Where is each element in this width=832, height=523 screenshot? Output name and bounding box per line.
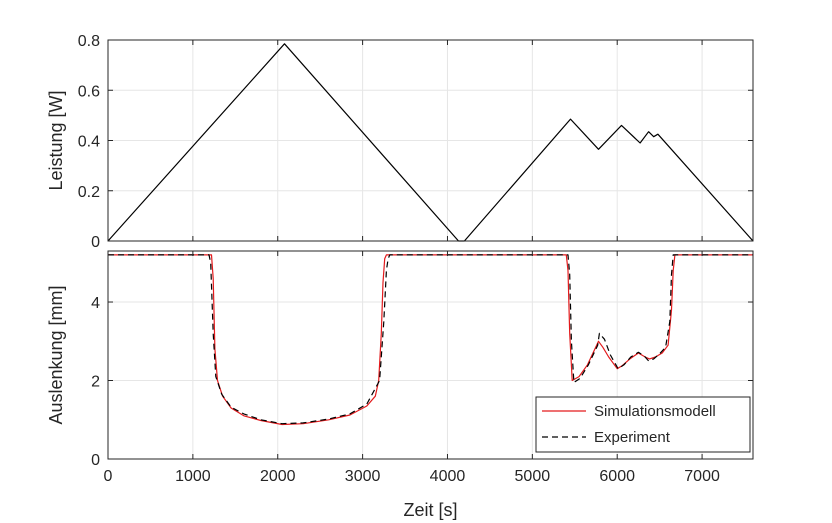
bottom-y-tick-label: 0 [91,452,100,469]
top-grid [108,40,753,241]
bottom-y-tick-label: 2 [91,374,100,391]
x-tick-label: 5000 [515,468,551,485]
bottom-series-line-experiment [108,254,753,425]
legend: Simulationsmodell Experiment [535,396,751,453]
top-y-tick-label: 0.8 [78,33,100,50]
x-tick-label: 4000 [430,468,466,485]
x-tick-label: 1000 [175,468,211,485]
top-series-line-0 [107,43,754,242]
x-tick-label: 2000 [260,468,296,485]
x-axis-label: Zeit [s] [403,500,457,520]
bottom-ticks: 0 1000 2000 3000 4000 5000 6000 7000 0 2 4 [91,251,753,485]
x-tick-label: 7000 [684,468,720,485]
bottom-series-layer [108,254,753,426]
top-y-tick-label: 0 [91,234,100,251]
top-ticks: 0 0.2 0.4 0.6 0.8 [78,33,753,251]
x-tick-label: 6000 [599,468,635,485]
x-tick-label: 3000 [345,468,381,485]
legend-box [535,396,751,453]
bottom-y-tick-label: 4 [91,295,100,312]
top-series-layer [107,43,754,242]
x-tick-label: 0 [104,468,113,485]
top-y-axis-label: Leistung [W] [46,90,66,190]
top-y-tick-label: 0.4 [78,134,100,151]
bottom-y-axis-label: Auslenkung [mm] [46,285,66,424]
top-y-tick-label: 0.6 [78,83,100,100]
bottom-series-line-simulationsmodell [108,254,753,426]
top-y-tick-label: 0.2 [78,184,100,201]
legend-label-experiment: Experiment [594,429,671,446]
bottom-panel: 0 1000 2000 3000 4000 5000 6000 7000 0 2 4 Auslenk… [46,250,754,520]
top-panel: 0 0.2 0.4 0.6 0.8 Leistung [W] [46,33,754,251]
bottom-axes-box [107,250,754,460]
legend-label-simulationsmodell: Simulationsmodell [594,403,716,420]
